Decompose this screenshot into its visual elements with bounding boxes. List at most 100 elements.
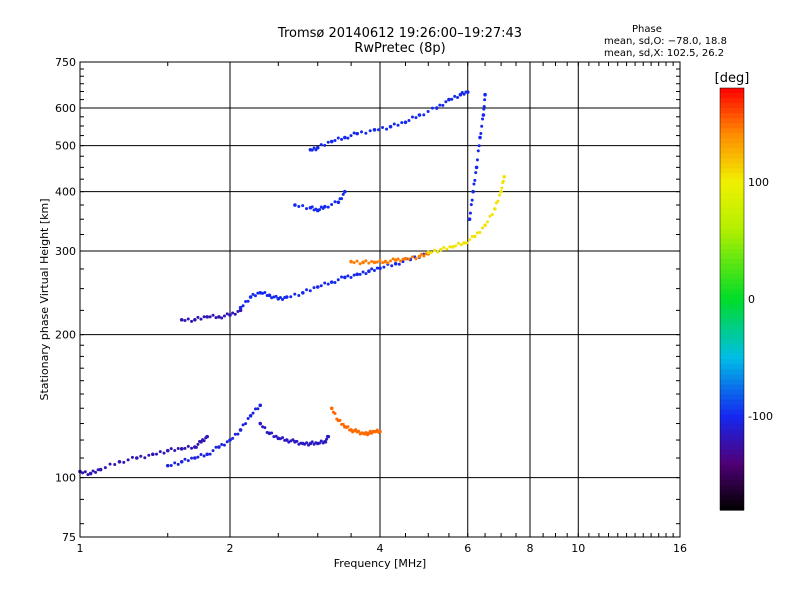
data-point: [343, 275, 347, 280]
data-point: [393, 258, 398, 262]
data-point: [278, 296, 282, 300]
colorbar-segment: [720, 439, 744, 446]
data-point: [383, 259, 388, 264]
colorbar-segment: [720, 339, 744, 345]
data-point: [372, 127, 377, 132]
data-point: [83, 470, 87, 474]
colorbar-segment: [720, 228, 744, 235]
data-point: [319, 439, 323, 443]
data-point: [329, 280, 334, 284]
data-point: [190, 446, 194, 450]
data-point: [343, 189, 347, 194]
data-point: [352, 273, 356, 277]
y-tick-label: 500: [55, 140, 76, 153]
data-point: [417, 113, 422, 117]
data-point: [236, 432, 240, 436]
colorbar-segment: [720, 113, 744, 119]
data-point: [330, 202, 334, 206]
data-point: [173, 461, 177, 465]
data-point: [364, 259, 368, 263]
data-point: [469, 203, 473, 207]
data-point: [488, 214, 492, 218]
data-point: [244, 422, 248, 426]
colorbar-segment: [720, 238, 744, 245]
data-point: [483, 92, 487, 97]
data-point: [248, 295, 253, 299]
data-point: [407, 118, 411, 122]
colorbar-segment: [720, 273, 744, 280]
data-point: [272, 435, 276, 439]
data-point: [205, 315, 209, 319]
x-axis-label: Frequency [MHz]: [334, 557, 426, 570]
colorbar-segment: [720, 218, 744, 225]
colorbar-segment: [720, 504, 744, 511]
data-point: [162, 451, 166, 455]
data-point: [382, 265, 386, 269]
data-point: [442, 245, 446, 249]
colorbar-segment: [720, 93, 744, 99]
grid-lines: [80, 62, 680, 537]
colorbar-segment: [720, 128, 744, 134]
data-point: [361, 270, 365, 274]
data-point: [274, 434, 278, 438]
data-point: [474, 165, 479, 170]
data-point: [420, 252, 424, 256]
data-point: [98, 467, 103, 472]
data-point: [346, 136, 350, 140]
data-point: [410, 255, 414, 259]
data-point: [94, 470, 98, 474]
data-point: [355, 272, 359, 277]
colorbar-segment: [720, 499, 744, 506]
colorbar-segment: [720, 168, 744, 175]
data-point: [196, 455, 200, 459]
data-point: [284, 438, 289, 442]
data-point: [483, 223, 487, 228]
data-point: [450, 97, 454, 101]
data-point: [361, 260, 365, 265]
data-point: [220, 316, 224, 320]
data-point: [270, 431, 274, 435]
y-tick-label: 200: [55, 329, 76, 342]
data-point: [378, 266, 382, 271]
data-point: [400, 121, 404, 125]
data-point: [263, 290, 267, 294]
data-point: [375, 260, 379, 264]
colorbar-tick-label: 0: [748, 293, 755, 306]
y-tick-label: 100: [55, 472, 76, 485]
data-point: [352, 261, 356, 265]
data-point: [253, 294, 257, 298]
data-point: [338, 418, 342, 422]
colorbar-segment: [720, 153, 744, 159]
data-point: [478, 230, 482, 234]
data-point: [103, 466, 107, 470]
data-point: [238, 305, 243, 310]
data-point: [493, 207, 497, 211]
colorbar-tick-label: 100: [748, 176, 769, 189]
data-point: [312, 286, 316, 290]
data-point: [96, 468, 100, 472]
data-point: [357, 429, 361, 433]
data-point: [422, 254, 426, 258]
data-point: [346, 425, 350, 429]
colorbar-segment: [720, 434, 744, 441]
data-point: [267, 293, 272, 298]
data-point: [465, 241, 469, 245]
data-point: [186, 317, 190, 321]
colorbar-segment: [720, 88, 744, 94]
colorbar-segment: [720, 489, 744, 496]
data-point: [310, 148, 314, 152]
data-point: [441, 103, 445, 107]
y-tick-label: 75: [62, 531, 76, 544]
data-point: [231, 311, 235, 315]
data-point: [426, 110, 430, 114]
data-point: [500, 186, 504, 190]
chart-subtitle: RwPretec (8p): [354, 41, 446, 56]
data-point: [318, 441, 322, 445]
data-point: [349, 275, 353, 279]
data-point: [456, 96, 460, 100]
colorbar-segment: [720, 143, 744, 149]
colorbar-tick-label: -100: [748, 410, 773, 423]
y-tick-label: 750: [55, 56, 76, 69]
data-point: [326, 434, 331, 439]
data-points: [78, 90, 506, 477]
